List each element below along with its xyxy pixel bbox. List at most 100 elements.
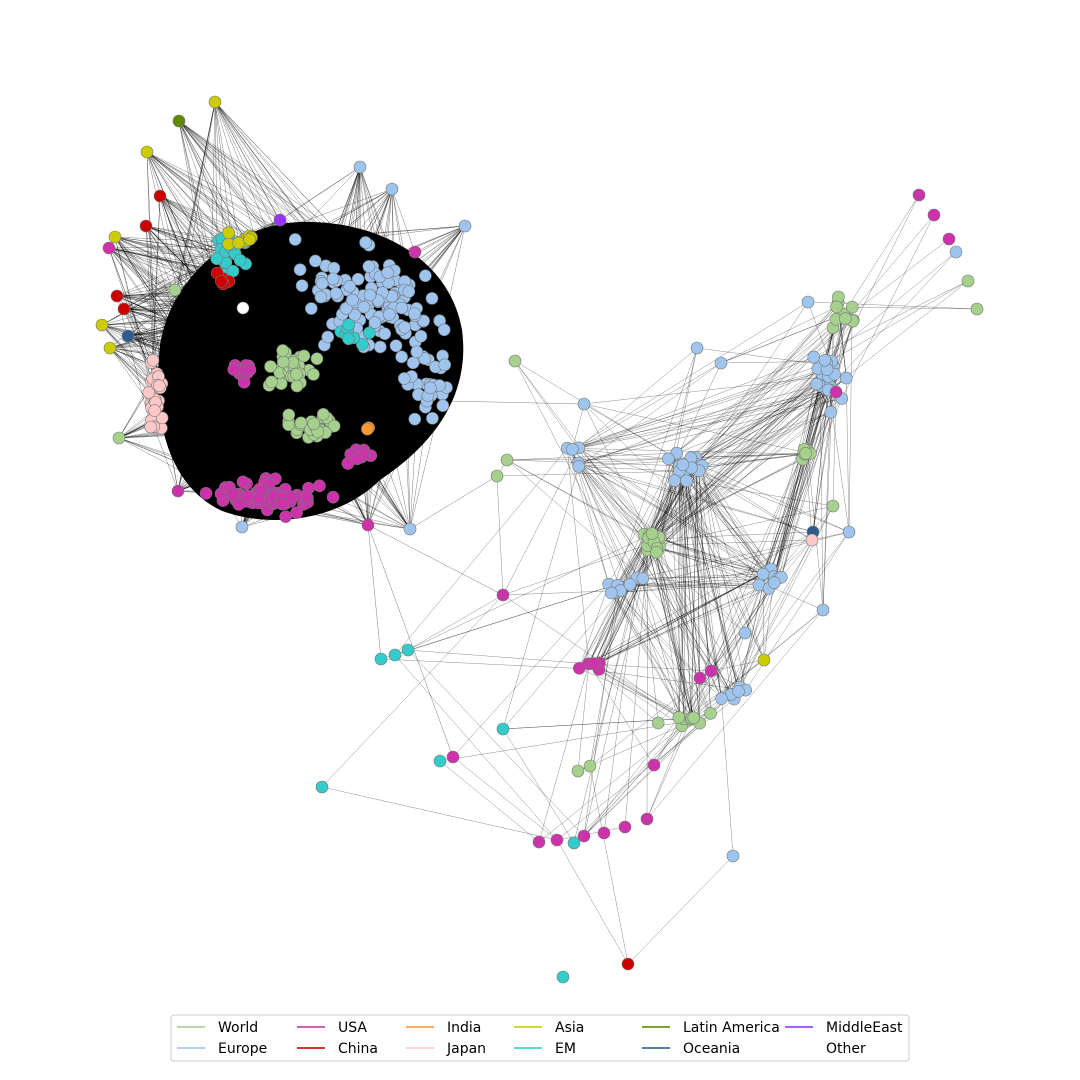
edge [588, 663, 655, 766]
node [252, 492, 266, 506]
edge [660, 360, 832, 539]
edge [643, 534, 735, 700]
node [326, 272, 340, 286]
edge [514, 360, 658, 549]
edge [579, 573, 764, 669]
edge [773, 368, 819, 584]
edge [578, 462, 732, 695]
node [566, 443, 579, 456]
edge [445, 400, 585, 405]
edge [583, 578, 644, 837]
node [571, 764, 585, 778]
edge [770, 398, 842, 570]
edge [721, 632, 746, 699]
edge [690, 302, 839, 461]
node [373, 340, 387, 354]
node [339, 302, 353, 315]
edge [658, 376, 829, 538]
node [288, 233, 302, 246]
node [275, 497, 289, 511]
edge [819, 385, 824, 611]
edge [696, 383, 817, 465]
edge [642, 578, 735, 700]
edge [758, 386, 831, 586]
node [265, 375, 278, 389]
edge [710, 659, 765, 672]
edge [674, 480, 687, 722]
node [389, 339, 403, 353]
node [226, 487, 239, 501]
node [650, 545, 663, 559]
edge [679, 471, 775, 583]
edge [588, 464, 698, 664]
node [368, 316, 382, 329]
edge [572, 403, 585, 450]
node [826, 499, 840, 513]
edge [805, 453, 813, 541]
node [144, 420, 158, 434]
edge [599, 571, 767, 664]
edge [647, 545, 692, 719]
node [235, 520, 249, 534]
node [842, 525, 856, 539]
node [295, 279, 309, 292]
node [297, 349, 311, 363]
edge [686, 373, 822, 481]
legend-label: China [338, 1041, 378, 1057]
edge [656, 548, 694, 718]
node [315, 277, 329, 290]
edge [583, 585, 618, 837]
node [767, 576, 781, 589]
edge [690, 411, 831, 461]
edge [578, 377, 847, 449]
edge [636, 368, 819, 579]
node [801, 295, 815, 309]
legend-label: Other [826, 1041, 866, 1057]
node [912, 188, 926, 202]
edge [502, 542, 655, 596]
node [362, 260, 376, 273]
edge [690, 670, 712, 720]
edge [696, 302, 839, 465]
edge [577, 663, 590, 772]
edge [506, 458, 669, 461]
node [321, 330, 335, 344]
node [243, 363, 257, 377]
edge [690, 609, 824, 720]
node [313, 479, 326, 493]
node [357, 300, 371, 314]
edge [394, 448, 568, 656]
edge [578, 462, 660, 538]
edge [770, 386, 831, 570]
edge [651, 505, 834, 547]
edge [658, 536, 824, 611]
edge [502, 728, 575, 844]
node [315, 780, 329, 794]
node [395, 350, 408, 364]
edge [656, 548, 774, 584]
edge [588, 534, 645, 664]
node [676, 458, 690, 471]
edge [685, 469, 712, 672]
edge [578, 369, 828, 448]
edge [824, 251, 957, 361]
node [279, 510, 293, 523]
edge [691, 467, 739, 692]
node [359, 236, 372, 249]
edge [578, 347, 698, 448]
node [240, 489, 254, 503]
edge [691, 582, 775, 719]
node [276, 344, 290, 357]
edge [695, 457, 701, 679]
edge [588, 480, 675, 664]
edge [647, 545, 775, 577]
node [799, 446, 813, 460]
edge [578, 447, 774, 584]
edge [588, 571, 767, 665]
edge [690, 457, 767, 572]
node [597, 826, 611, 840]
edge [651, 531, 814, 540]
edge [556, 826, 626, 841]
edge [845, 238, 950, 319]
edge [681, 475, 701, 679]
